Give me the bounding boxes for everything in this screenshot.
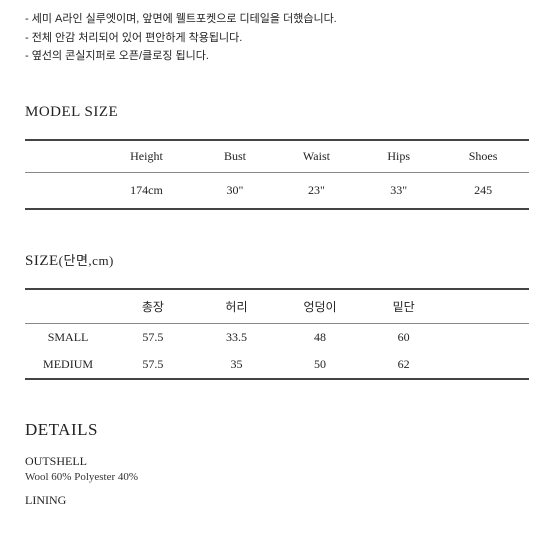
col-blank2: [445, 289, 529, 324]
col-bust: Bust: [197, 140, 272, 173]
cell: 48: [278, 324, 362, 352]
col-shoes: Shoes: [437, 140, 529, 173]
col-blank: [25, 140, 96, 173]
description-line: - 옆선의 콘실지퍼로 오픈/클로징 됩니다.: [25, 47, 529, 66]
lining-label: LINING: [25, 493, 529, 508]
cell: 50: [278, 351, 362, 379]
col-hips: Hips: [360, 140, 437, 173]
col-hem: 밑단: [362, 289, 446, 324]
details-title: DETAILS: [25, 420, 529, 440]
col-hip: 엉덩이: [278, 289, 362, 324]
size-title-text: SIZE: [25, 253, 59, 269]
table-header-row: 총장 허리 엉덩이 밑단: [25, 289, 529, 324]
table-row: SMALL 57.5 33.5 48 60: [25, 324, 529, 352]
size-title-paren: (단면,cm): [59, 253, 114, 268]
cell: [445, 351, 529, 379]
cell: 33.5: [195, 324, 279, 352]
outshell-value: Wool 60% Polyester 40%: [25, 471, 529, 483]
col-waist: 허리: [195, 289, 279, 324]
size-table: 총장 허리 엉덩이 밑단 SMALL 57.5 33.5 48 60 MEDIU…: [25, 288, 529, 380]
cell: 60: [362, 324, 446, 352]
table-header-row: Height Bust Waist Hips Shoes: [25, 140, 529, 173]
model-size-title: MODEL SIZE: [25, 104, 529, 121]
cell: 23": [273, 173, 361, 210]
cell: 57.5: [111, 324, 195, 352]
cell: 57.5: [111, 351, 195, 379]
cell: 30": [197, 173, 272, 210]
cell: 174cm: [96, 173, 198, 210]
col-length: 총장: [111, 289, 195, 324]
size-title: SIZE(단면,cm): [25, 250, 529, 270]
cell: [445, 324, 529, 352]
description-line: - 세미 A라인 실루엣이며, 앞면에 웰트포켓으로 디테일을 더했습니다.: [25, 10, 529, 29]
description-line: - 전체 안감 처리되어 있어 편안하게 착용됩니다.: [25, 29, 529, 48]
details-section: DETAILS OUTSHELL Wool 60% Polyester 40% …: [25, 420, 529, 508]
product-descriptions: - 세미 A라인 실루엣이며, 앞면에 웰트포켓으로 디테일을 더했습니다. -…: [25, 10, 529, 66]
cell-size: MEDIUM: [25, 351, 111, 379]
cell: 245: [437, 173, 529, 210]
cell: [25, 173, 96, 210]
table-row: 174cm 30" 23" 33" 245: [25, 173, 529, 210]
col-height: Height: [96, 140, 198, 173]
table-row: MEDIUM 57.5 35 50 62: [25, 351, 529, 379]
outshell-label: OUTSHELL: [25, 454, 529, 469]
model-size-table: Height Bust Waist Hips Shoes 174cm 30" 2…: [25, 139, 529, 210]
cell: 62: [362, 351, 446, 379]
col-blank: [25, 289, 111, 324]
cell: 35: [195, 351, 279, 379]
col-waist: Waist: [273, 140, 361, 173]
cell-size: SMALL: [25, 324, 111, 352]
cell: 33": [360, 173, 437, 210]
